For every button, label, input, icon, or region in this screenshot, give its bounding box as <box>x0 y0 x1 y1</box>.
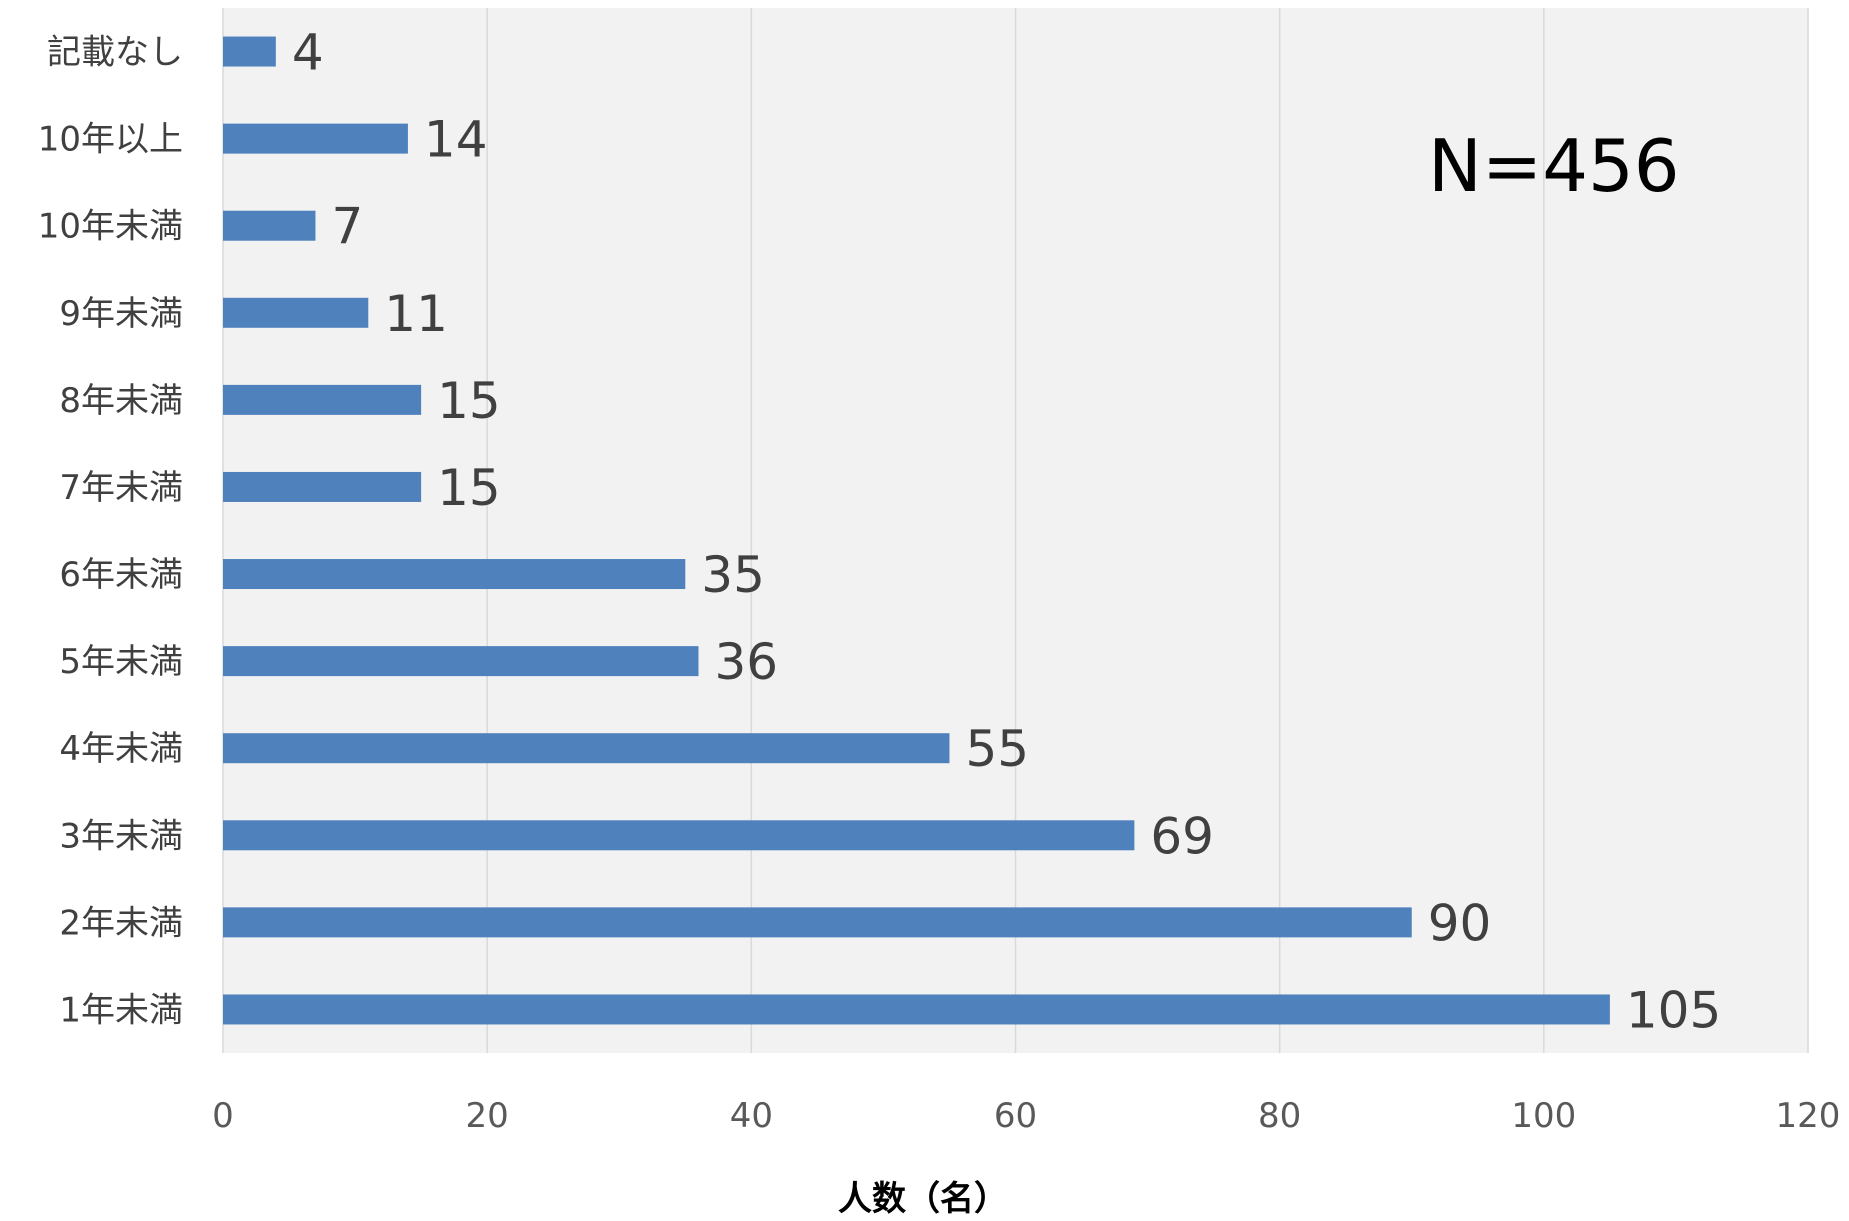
bar <box>223 733 950 764</box>
bar <box>223 297 369 328</box>
gridlines <box>222 8 1809 1053</box>
category-label: 6年未満 <box>59 555 183 595</box>
bar <box>223 559 686 590</box>
data-label: 11 <box>384 285 448 343</box>
data-label: 90 <box>1428 894 1492 952</box>
x-tick-label: 20 <box>466 1096 509 1136</box>
x-tick-label: 120 <box>1776 1096 1841 1136</box>
data-label: 15 <box>437 459 501 517</box>
bar <box>223 907 1412 938</box>
bars <box>223 36 1610 1025</box>
data-label: 69 <box>1150 807 1214 865</box>
x-tick-label: 0 <box>212 1096 234 1136</box>
x-axis-title: 人数（名） <box>838 1179 1008 1219</box>
data-label: 36 <box>715 633 779 691</box>
data-label: 7 <box>331 198 363 256</box>
bar <box>223 210 316 241</box>
bar <box>223 123 408 154</box>
data-label: 105 <box>1626 981 1721 1039</box>
bar <box>223 36 276 67</box>
data-label: 35 <box>701 546 765 604</box>
bar <box>223 646 699 677</box>
x-tick-label: 80 <box>1258 1096 1301 1136</box>
data-label: 55 <box>965 720 1029 778</box>
category-label: 10年以上 <box>38 120 183 160</box>
category-label: 3年未満 <box>59 816 183 856</box>
category-label: 記載なし <box>47 33 183 73</box>
data-label: 14 <box>424 111 488 169</box>
bar <box>223 820 1135 851</box>
sample-size-annotation: N=456 <box>1428 124 1680 208</box>
x-tick-labels: 0 20 40 60 80 100 120 <box>212 1096 1840 1136</box>
x-tick-label: 40 <box>730 1096 773 1136</box>
x-tick-label: 60 <box>994 1096 1037 1136</box>
category-label: 2年未満 <box>59 903 183 943</box>
data-labels: 4 14 7 11 15 15 35 36 55 69 90 105 <box>292 24 1721 1040</box>
category-label: 1年未満 <box>59 990 183 1030</box>
bar <box>223 471 422 502</box>
data-label: 15 <box>437 372 501 430</box>
category-label: 10年未満 <box>38 207 183 247</box>
bar <box>223 384 422 415</box>
category-label: 9年未満 <box>59 294 183 334</box>
category-labels: 記載なし 10年以上 10年未満 9年未満 8年未満 7年未満 6年未満 5年未満 4年未満 3年… <box>38 33 183 1031</box>
bar <box>223 994 1610 1025</box>
data-label: 4 <box>292 24 324 82</box>
category-label: 5年未満 <box>59 642 183 682</box>
category-label: 4年未満 <box>59 729 183 769</box>
category-label: 7年未満 <box>59 468 183 508</box>
category-label: 8年未満 <box>59 381 183 421</box>
x-tick-label: 100 <box>1511 1096 1576 1136</box>
